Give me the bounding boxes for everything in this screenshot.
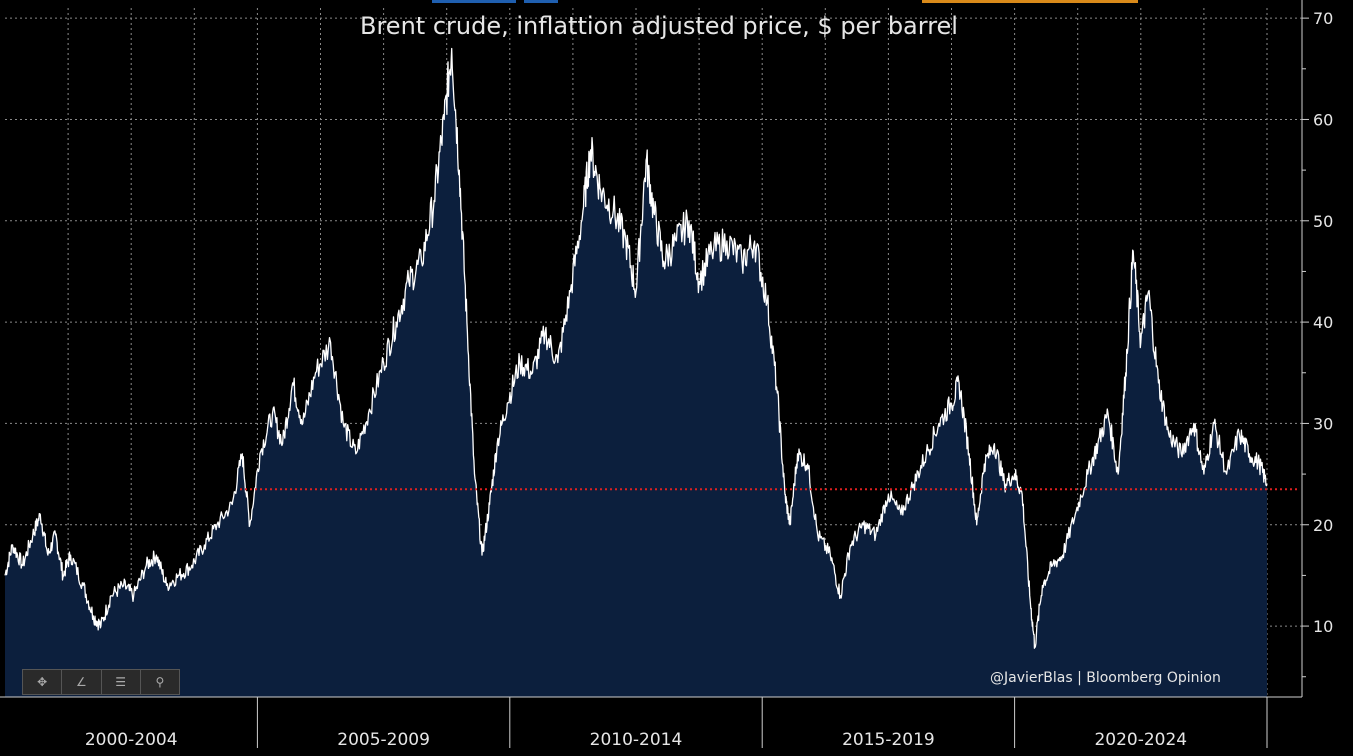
pencil-icon[interactable]: ∠ xyxy=(62,670,102,694)
y-tick-label: 70 xyxy=(1313,9,1333,28)
y-tick-label: 40 xyxy=(1313,313,1333,332)
y-tick-label: 20 xyxy=(1313,516,1333,535)
y-tick-label: 60 xyxy=(1313,110,1333,129)
list-icon[interactable]: ☰ xyxy=(102,670,141,694)
top-strip-blue-2 xyxy=(524,0,558,3)
y-tick-label: 50 xyxy=(1313,212,1333,231)
y-tick-label: 30 xyxy=(1313,414,1333,433)
chart-toolbar: ✥ ∠ ☰ ⚲ xyxy=(22,669,180,695)
price-line xyxy=(4,47,1268,649)
x-tick-label: 2015-2019 xyxy=(842,730,935,750)
crosshair-icon[interactable]: ✥ xyxy=(23,670,63,694)
axes xyxy=(0,0,1303,698)
y-axis-ticks: 10 20 30 40 50 60 70 xyxy=(1302,9,1333,678)
price-area xyxy=(5,48,1267,697)
x-tick-label: 2010-2014 xyxy=(590,730,683,750)
x-tick-label: 2000-2004 xyxy=(85,730,178,750)
credit-text: @JavierBlas | Bloomberg Opinion xyxy=(990,670,1221,686)
x-axis-ticks: 2000-2004 2005-2009 2010-2014 2015-2019 2020… xyxy=(85,697,1268,750)
y-tick-label: 10 xyxy=(1313,617,1333,636)
magnifier-icon[interactable]: ⚲ xyxy=(155,675,165,689)
top-strip-orange xyxy=(922,0,1138,3)
top-strip-blue-1 xyxy=(432,0,516,3)
x-tick-label: 2020-2024 xyxy=(1094,730,1187,750)
x-tick-label: 2005-2009 xyxy=(337,730,430,750)
chart-title: Brent crude, inflattion adjusted price, … xyxy=(360,12,958,40)
